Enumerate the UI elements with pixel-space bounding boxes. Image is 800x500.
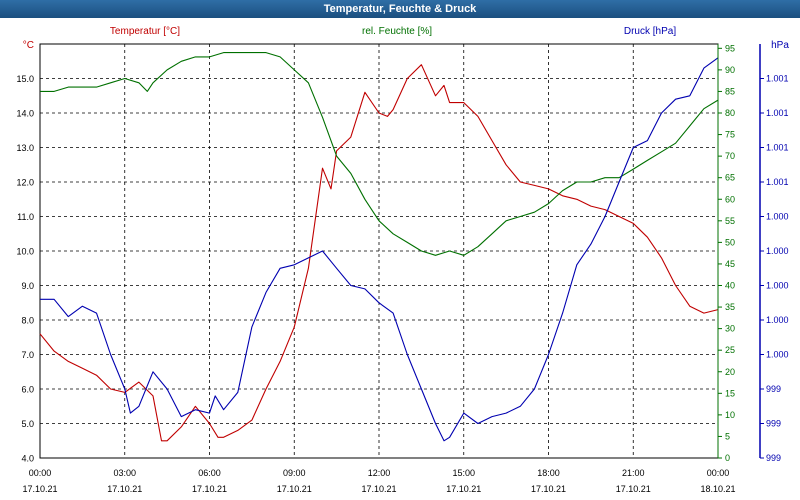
temperature-tick-label: 10.0	[16, 247, 34, 257]
pressure-tick-label: 1.000	[766, 315, 789, 325]
x-tick-time-label: 15:00	[452, 468, 475, 478]
x-tick-time-label: 09:00	[283, 468, 306, 478]
x-tick-date-label: 17.10.21	[192, 484, 227, 494]
pressure-tick-label: 1.000	[766, 246, 789, 256]
humidity-tick-label: 10	[725, 410, 735, 420]
humidity-tick-label: 70	[725, 151, 735, 161]
x-tick-time-label: 06:00	[198, 468, 221, 478]
pressure-tick-label: 1.000	[766, 350, 789, 360]
temperature-tick-label: 6.0	[21, 385, 34, 395]
temperature-series-line	[39, 64, 719, 442]
axis-layer: 4.0 5.0 6.0 7.0 8.0 9.0 10.0 11.0 12.0 13.0 14.0 15…	[16, 43, 788, 494]
humidity-tick-label: 15	[725, 388, 735, 398]
legend-humidity: rel. Feuchte [%]	[362, 26, 432, 37]
legend-temperature: Temperatur [°C]	[110, 26, 180, 37]
humidity-tick-label: 50	[725, 237, 735, 247]
chart-title: Temperatur, Feuchte & Druck	[323, 3, 477, 15]
humidity-tick-label: 35	[725, 302, 735, 312]
legend-pressure: Druck [hPa]	[624, 26, 676, 37]
humidity-tick-label: 45	[725, 259, 735, 269]
humidity-tick-label: 85	[725, 86, 735, 96]
x-tick-time-label: 21:00	[622, 468, 645, 478]
temperature-tick-label: 9.0	[21, 281, 34, 291]
x-tick-time-label: 03:00	[113, 468, 136, 478]
temperature-unit-label: °C	[23, 40, 34, 51]
humidity-tick-label: 55	[725, 216, 735, 226]
humidity-tick-label: 60	[725, 194, 735, 204]
x-tick-date-label: 17.10.21	[361, 484, 396, 494]
temperature-tick-label: 4.0	[21, 454, 34, 464]
pressure-tick-label: 1.001	[766, 177, 789, 187]
weather-line-chart: 4.0 5.0 6.0 7.0 8.0 9.0 10.0 11.0 12.0 13.0 14.0 15…	[0, 18, 800, 500]
temperature-tick-label: 13.0	[16, 143, 34, 153]
chart-background	[0, 18, 800, 500]
temperature-tick-label: 14.0	[16, 109, 34, 119]
pressure-tick-label: 999	[766, 419, 781, 429]
temperature-tick-label: 12.0	[16, 178, 34, 188]
x-tick-time-label: 00:00	[707, 468, 730, 478]
humidity-tick-label: 75	[725, 130, 735, 140]
pressure-tick-label: 1.000	[766, 281, 789, 291]
temperature-tick-label: 8.0	[21, 316, 34, 326]
humidity-tick-label: 90	[725, 65, 735, 75]
humidity-tick-label: 20	[725, 367, 735, 377]
temperature-tick-label: 15.0	[16, 74, 34, 84]
humidity-tick-label: 80	[725, 108, 735, 118]
series-layer	[39, 52, 719, 442]
humidity-tick-label: 30	[725, 324, 735, 334]
temperature-tick-label: 7.0	[21, 350, 34, 360]
humidity-tick-label: 95	[725, 43, 735, 53]
x-tick-date-label: 17.10.21	[531, 484, 566, 494]
pressure-tick-label: 999	[766, 453, 781, 463]
pressure-tick-label: 1.001	[766, 143, 789, 153]
x-tick-date-label: 17.10.21	[616, 484, 651, 494]
pressure-tick-label: 999	[766, 384, 781, 394]
humidity-tick-label: 25	[725, 345, 735, 355]
humidity-tick-label: 65	[725, 173, 735, 183]
humidity-series-line	[40, 52, 719, 256]
x-tick-time-label: 18:00	[537, 468, 560, 478]
pressure-tick-label: 1.000	[766, 212, 789, 222]
temperature-tick-label: 11.0	[17, 212, 34, 222]
temperature-tick-label: 5.0	[21, 419, 34, 429]
x-tick-time-label: 12:00	[368, 468, 391, 478]
pressure-unit-label: hPa	[771, 40, 789, 51]
x-tick-date-label: 17.10.21	[22, 484, 57, 494]
chart-title-bar: Temperatur, Feuchte & Druck	[0, 0, 800, 18]
x-tick-date-label: 17.10.21	[446, 484, 481, 494]
x-tick-time-label: 00:00	[29, 468, 52, 478]
humidity-tick-label: 0	[725, 453, 730, 463]
humidity-tick-label: 40	[725, 281, 735, 291]
x-tick-date-label: 17.10.21	[277, 484, 312, 494]
x-tick-date-label: 17.10.21	[107, 484, 142, 494]
x-tick-date-label: 18.10.21	[700, 484, 735, 494]
pressure-series-line	[40, 57, 719, 442]
pressure-tick-label: 1.001	[766, 74, 789, 84]
pressure-tick-label: 1.001	[766, 108, 789, 118]
humidity-tick-label: 5	[725, 431, 730, 441]
